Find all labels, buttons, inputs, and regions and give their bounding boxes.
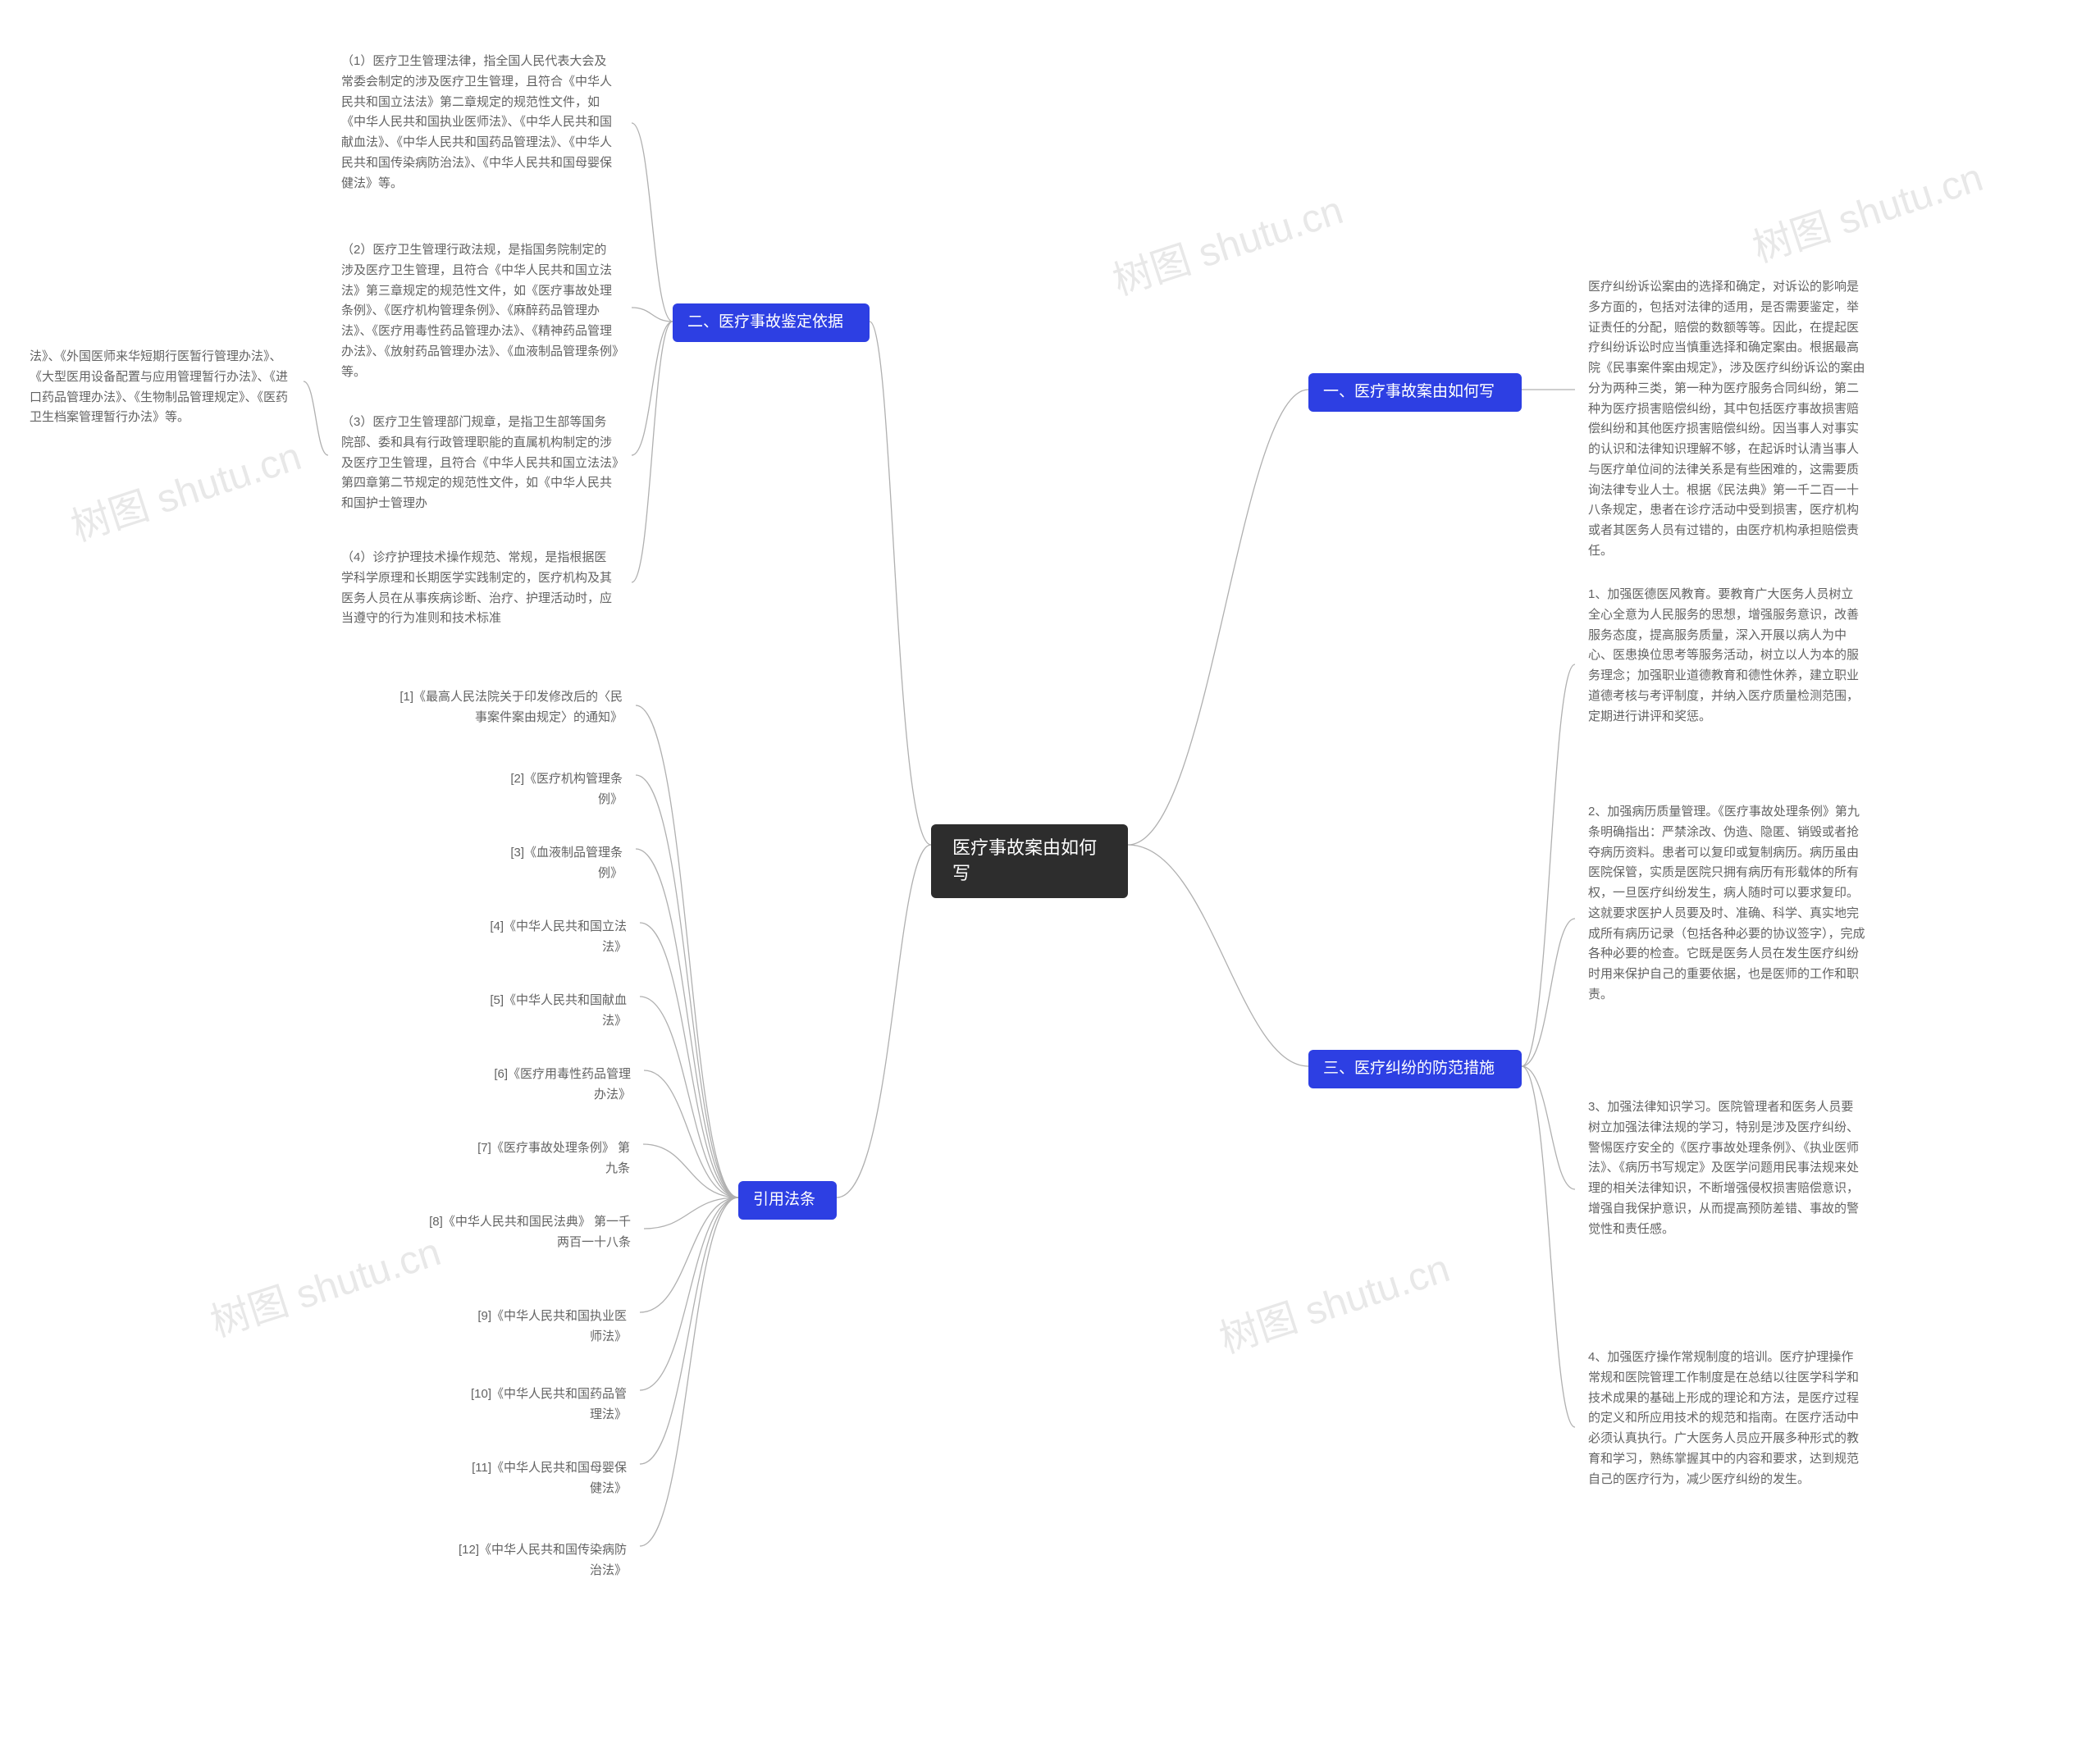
leaf-b2-2: （2）医疗卫生管理行政法规，是指国务院制定的涉及医疗卫生管理，且符合《中华人民共… — [328, 234, 632, 389]
leaf-cite-9: [9]《中华人民共和国执业医师法》 — [459, 1300, 640, 1354]
branch-section-1[interactable]: 一、医疗事故案由如何写 — [1308, 373, 1522, 412]
leaf-cite-12: [12]《中华人民共和国传染病防治法》 — [443, 1534, 640, 1588]
leaf-b2-4: （4）诊疗护理技术操作规范、常规，是指根据医学科学原理和长期医学实践制定的，医疗… — [328, 541, 632, 636]
leaf-b3-1: 1、加强医德医风教育。要教育广大医务人员树立全心全意为人民服务的思想，增强服务意… — [1575, 578, 1879, 733]
leaf-cite-11: [11]《中华人民共和国母婴保健法》 — [451, 1452, 640, 1506]
leaf-b2-extra: 法》、《外国医师来华短期行医暂行管理办法》、《大型医用设备配置与应用管理暂行办法… — [16, 340, 304, 435]
mindmap-root[interactable]: 医疗事故案由如何写 — [931, 824, 1128, 898]
watermark: 树图 shutu.cn — [1104, 178, 1349, 306]
leaf-cite-7: [7]《医疗事故处理条例》 第九条 — [454, 1132, 643, 1186]
leaf-b3-3: 3、加强法律知识学习。医院管理者和医务人员要树立加强法律法规的学习，特别是涉及医… — [1575, 1091, 1879, 1246]
leaf-cite-1: [1]《最高人民法院关于印发修改后的〈民事案件案由规定〉的通知》 — [381, 681, 636, 735]
watermark: 树图 shutu.cn — [62, 424, 307, 552]
leaf-b2-1: （1）医疗卫生管理法律，指全国人民代表大会及常委会制定的涉及医疗卫生管理，且符合… — [328, 45, 632, 200]
leaf-cite-5: [5]《中华人民共和国献血法》 — [476, 984, 640, 1038]
leaf-b3-4: 4、加强医疗操作常规制度的培训。医疗护理操作常规和医院管理工作制度是在总结以往医… — [1575, 1341, 1879, 1496]
leaf-b3-2: 2、加强病历质量管理。《医疗事故处理条例》第九条明确指出：严禁涂改、伪造、隐匿、… — [1575, 796, 1879, 1012]
branch-section-2[interactable]: 二、医疗事故鉴定依据 — [673, 303, 870, 342]
leaf-cite-3: [3]《血液制品管理条例》 — [496, 837, 636, 891]
leaf-b2-3: （3）医疗卫生管理部门规章，是指卫生部等国务院部、委和具有行政管理职能的直属机构… — [328, 406, 632, 521]
leaf-cite-2: [2]《医疗机构管理条例》 — [496, 763, 636, 817]
leaf-cite-8: [8]《中华人民共和国民法典》 第一千两百一十八条 — [406, 1206, 644, 1260]
watermark: 树图 shutu.cn — [1744, 145, 1988, 273]
watermark: 树图 shutu.cn — [1211, 1236, 1455, 1364]
leaf-cite-10: [10]《中华人民共和国药品管理法》 — [451, 1378, 640, 1432]
leaf-b1-1: 医疗纠纷诉讼案由的选择和确定，对诉讼的影响是多方面的，包括对法律的适用，是否需要… — [1575, 271, 1879, 568]
branch-citations[interactable]: 引用法条 — [738, 1181, 837, 1220]
leaf-cite-6: [6]《医疗用毒性药品管理办法》 — [472, 1058, 644, 1112]
branch-section-3[interactable]: 三、医疗纠纷的防范措施 — [1308, 1050, 1522, 1088]
leaf-cite-4: [4]《中华人民共和国立法法》 — [476, 910, 640, 965]
